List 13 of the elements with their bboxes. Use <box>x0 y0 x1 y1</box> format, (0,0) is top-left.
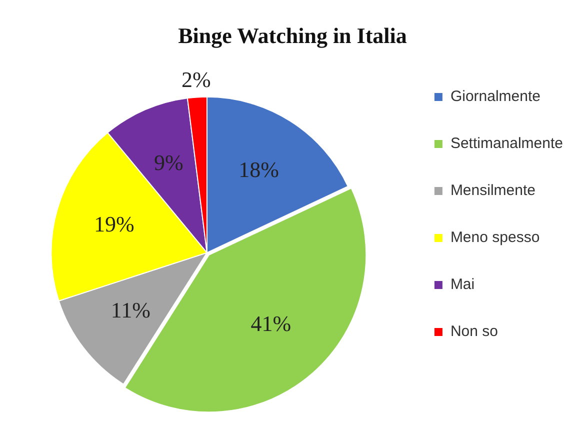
data-label: 2% <box>182 67 211 92</box>
legend-label: Settimanalmente <box>450 135 564 152</box>
legend-label: Non so <box>450 323 498 340</box>
data-label: 9% <box>154 150 184 175</box>
chart-title: Binge Watching in Italia <box>178 22 407 48</box>
legend-label: Mensilmente <box>450 182 536 200</box>
data-label: 41% <box>250 310 292 336</box>
data-label: 19% <box>94 212 134 237</box>
data-label: 18% <box>238 156 279 182</box>
data-label: 11% <box>110 298 150 323</box>
legend-label: Mai <box>450 276 475 294</box>
legend-label: Meno spesso <box>450 229 540 246</box>
legend-label: Giornalmente <box>450 88 540 106</box>
